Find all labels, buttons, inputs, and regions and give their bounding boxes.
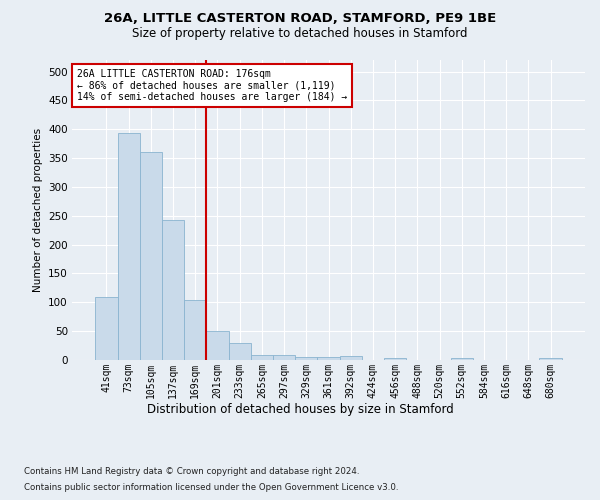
Bar <box>229 342 251 360</box>
Bar <box>184 300 206 360</box>
Bar <box>118 134 140 360</box>
Bar <box>162 220 184 360</box>
Text: Size of property relative to detached houses in Stamford: Size of property relative to detached ho… <box>132 28 468 40</box>
Text: Distribution of detached houses by size in Stamford: Distribution of detached houses by size … <box>146 402 454 415</box>
Y-axis label: Number of detached properties: Number of detached properties <box>32 128 43 292</box>
Text: Contains public sector information licensed under the Open Government Licence v3: Contains public sector information licen… <box>24 484 398 492</box>
Bar <box>273 356 295 360</box>
Bar <box>340 356 362 360</box>
Bar <box>95 296 118 360</box>
Bar <box>251 355 273 360</box>
Bar <box>384 358 406 360</box>
Text: 26A, LITTLE CASTERTON ROAD, STAMFORD, PE9 1BE: 26A, LITTLE CASTERTON ROAD, STAMFORD, PE… <box>104 12 496 26</box>
Bar <box>295 357 317 360</box>
Bar <box>206 331 229 360</box>
Bar <box>140 152 162 360</box>
Bar <box>451 358 473 360</box>
Text: Contains HM Land Registry data © Crown copyright and database right 2024.: Contains HM Land Registry data © Crown c… <box>24 468 359 476</box>
Text: 26A LITTLE CASTERTON ROAD: 176sqm
← 86% of detached houses are smaller (1,119)
1: 26A LITTLE CASTERTON ROAD: 176sqm ← 86% … <box>77 69 347 102</box>
Bar <box>317 357 340 360</box>
Bar <box>539 358 562 360</box>
